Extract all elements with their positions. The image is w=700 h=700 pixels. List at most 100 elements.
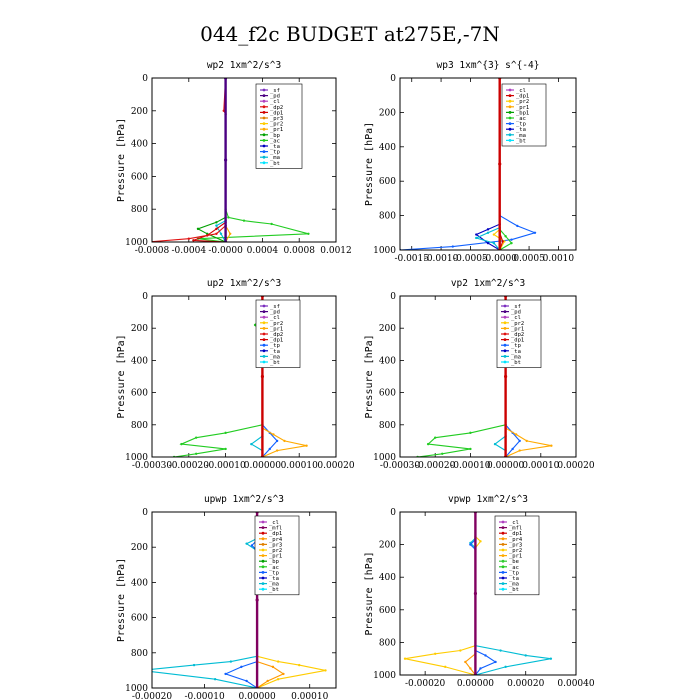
legend-marker	[261, 571, 265, 574]
legend-marker	[262, 321, 266, 325]
series-line-bp	[196, 78, 227, 242]
series-point-dp1	[192, 239, 195, 242]
y-tick-label: 0	[142, 74, 148, 84]
legend-marker	[262, 343, 266, 347]
y-tick-label: 400	[379, 356, 396, 366]
legend-label: _ta	[270, 349, 280, 355]
legend-label: _cl	[269, 520, 279, 526]
series-point-cl	[498, 162, 502, 166]
y-tick-label: 600	[379, 606, 396, 616]
legend-marker	[262, 355, 266, 358]
y-tick-label: 800	[379, 638, 396, 648]
x-tick-label: 0.00040	[557, 679, 594, 689]
series-point-pr1	[229, 232, 232, 235]
legend-label: _pr3	[270, 116, 283, 122]
legend-label: _bt	[270, 161, 280, 167]
legend-marker	[508, 116, 512, 120]
legend-marker	[262, 304, 266, 308]
legend-label: _dp1	[516, 94, 529, 100]
legend: _sf_pd_cl_pr2_pr1_dp2_dp1_tp_ta_ma_bt	[255, 299, 301, 368]
legend-label: _cl	[511, 315, 521, 321]
series-point-ta	[475, 233, 478, 236]
series-point-tp	[245, 679, 248, 683]
legend-label: _bt	[270, 360, 280, 366]
legend-marker	[508, 99, 512, 103]
legend-label: _pr2	[509, 548, 522, 554]
legend-marker	[262, 133, 266, 137]
y-axis-label: Pressure [hPa]	[364, 122, 375, 206]
series-point-ma	[250, 442, 253, 446]
x-tick-label: 0.0008	[283, 246, 315, 256]
y-tick-label: 600	[131, 389, 148, 399]
series-point-dp2	[180, 442, 183, 446]
legend-marker	[261, 576, 265, 580]
legend-marker	[503, 355, 507, 358]
series-point-dp2	[426, 442, 430, 446]
series-point-dp2	[215, 232, 218, 235]
legend-marker	[262, 310, 266, 313]
legend-label: _ma	[511, 354, 521, 360]
x-tick-label: -0.00020	[132, 692, 173, 700]
x-tick-label: -0.00020	[415, 461, 456, 471]
legend-marker	[261, 537, 265, 541]
series-point-pd	[224, 158, 228, 162]
y-tick-label: 800	[379, 212, 396, 222]
series-point-bp	[196, 227, 200, 231]
legend-marker	[501, 537, 505, 541]
legend-marker	[503, 304, 507, 308]
y-tick-label: 200	[131, 324, 148, 334]
series-point-ma	[504, 665, 507, 669]
series-point-pr4	[266, 679, 269, 683]
legend-label: _pr1	[516, 105, 529, 111]
series-point-dp2	[441, 452, 444, 455]
legend-marker	[501, 554, 505, 557]
legend-marker	[262, 139, 266, 142]
y-tick-label: 200	[131, 543, 148, 553]
legend-label: _pr3	[269, 542, 282, 548]
y-tick-label: 1000	[125, 238, 148, 248]
panel-wp3: wp3 1xm^{3} s^{-4} Pressure [hPa] 0 200 400 6…	[364, 60, 577, 264]
legend-marker	[501, 543, 505, 546]
series-point-ma	[229, 660, 233, 663]
legend-label: _pr1	[511, 326, 524, 332]
x-tick-label: -0.0005	[453, 254, 488, 264]
x-tick-label: 0.0004	[247, 246, 279, 256]
series-point-ta	[486, 228, 490, 231]
legend-label: _ac	[516, 116, 526, 122]
x-tick-label: 0.00010	[281, 461, 318, 471]
series-point-ma	[492, 241, 496, 245]
y-axis-label: Pressure [hPa]	[116, 558, 127, 642]
y-tick-label: 400	[379, 573, 396, 583]
y-tick-label: 800	[131, 205, 148, 215]
x-tick-label: 0.00000	[244, 461, 281, 471]
series-point-dp2	[224, 431, 227, 435]
legend-label: _cl	[509, 520, 519, 526]
y-tick-label: 600	[379, 177, 396, 187]
y-tick-label: 0	[390, 292, 396, 302]
legend-label: _dp1	[269, 531, 282, 537]
legend-label: _tp	[269, 570, 279, 576]
legend-marker	[508, 105, 512, 109]
y-tick-label: 800	[131, 421, 148, 431]
legend-label: _tp	[270, 343, 280, 349]
legend-label: _tp	[270, 150, 280, 156]
panel-vpwp: vpwp 1xm^2/s^3 Pressure [hPa] 0 200 400 600 80…	[364, 494, 595, 689]
x-tick-label: 0.0005	[513, 254, 545, 264]
series-point-pr1	[518, 449, 521, 452]
y-tick-label: 1000	[373, 246, 396, 256]
x-tick-label: -0.00010	[450, 461, 491, 471]
legend-marker	[503, 338, 507, 341]
y-tick-label: 600	[379, 389, 396, 399]
x-tick-label: -0.00010	[184, 692, 225, 700]
legend-label: _ta	[269, 576, 279, 582]
x-tick-label: 0.00020	[557, 461, 594, 471]
series-point-tp	[518, 439, 521, 443]
series-line-ma	[469, 512, 551, 675]
panel-title: vp2 1xm^2/s^3	[451, 278, 525, 289]
panel-wp2: wp2 1xm^2/s^3 Pressure [hPa] 0 200 400 600 800…	[116, 60, 352, 256]
legend-marker	[501, 582, 505, 585]
legend-label: _bp	[269, 559, 279, 565]
legend-marker	[262, 327, 266, 330]
series-point-dp1	[215, 227, 218, 231]
series-point-ta	[486, 241, 490, 245]
